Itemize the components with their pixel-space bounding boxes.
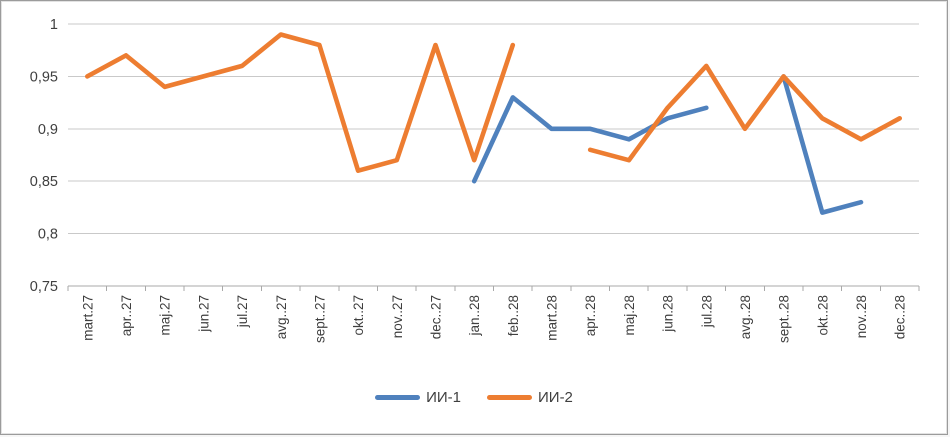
x-tick-label: nov..27 — [390, 295, 405, 338]
x-tick-label: okt..27 — [351, 295, 366, 336]
x-tick-label: jun.27 — [196, 295, 211, 333]
x-tick-label: feb..28 — [506, 295, 521, 336]
x-tick-label: apr..27 — [119, 295, 134, 336]
x-tick-label: avg..27 — [274, 295, 289, 339]
x-tick-label: nov..28 — [854, 295, 869, 338]
y-tick-label: 0,8 — [38, 227, 58, 243]
legend-label-ii-1: ИИ-1 — [426, 389, 461, 406]
series-line-1[interactable] — [471, 74, 864, 215]
x-tick-label: mart.27 — [80, 295, 95, 341]
x-tick-label: dec..27 — [428, 295, 443, 339]
y-tick-label: 0,95 — [30, 69, 58, 85]
x-tick-label: jul.27 — [235, 295, 250, 328]
y-tick-label: 0,9 — [38, 122, 58, 138]
chart-legend: ИИ-1 ИИ-2 — [1, 390, 947, 405]
x-tick-label: mart.28 — [545, 295, 560, 341]
x-tick-label: maj.27 — [158, 295, 173, 336]
x-tick-label: jul.28 — [699, 295, 714, 328]
x-tick-label: avg..28 — [738, 295, 753, 339]
x-tick-label: maj.28 — [622, 295, 637, 336]
legend-swatch-ii-1 — [375, 395, 421, 400]
legend-swatch-ii-2 — [487, 395, 532, 400]
x-tick-label: sept..27 — [312, 295, 327, 343]
y-tick-label: 0,75 — [30, 279, 58, 295]
legend-item-ii-2[interactable]: ИИ-2 — [487, 390, 573, 405]
x-tick-label: sept..28 — [777, 295, 792, 343]
y-tick-label: 1 — [50, 17, 58, 33]
x-tick-label: jan..28 — [467, 295, 482, 337]
x-tick-label: jun.28 — [661, 295, 676, 333]
x-tick-label: apr..28 — [583, 295, 598, 336]
x-tick-label: okt..28 — [815, 295, 830, 336]
y-tick-label: 0,85 — [30, 174, 58, 190]
legend-label-ii-2: ИИ-2 — [538, 389, 573, 406]
series-line-2[interactable] — [85, 32, 902, 173]
x-tick-label: dec..28 — [893, 295, 908, 339]
legend-item-ii-1[interactable]: ИИ-1 — [375, 390, 461, 405]
